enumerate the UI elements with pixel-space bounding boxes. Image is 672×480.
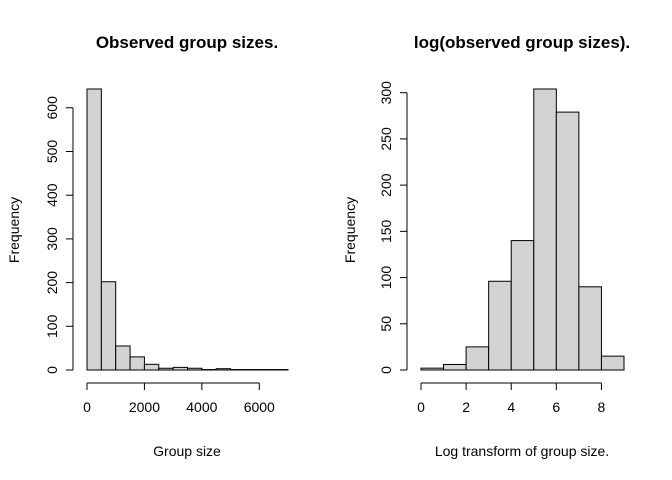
histogram-bar xyxy=(143,363,160,371)
x-tick-label: 0 xyxy=(83,399,91,415)
x-tick-label: 4 xyxy=(507,399,515,415)
histogram-bar xyxy=(215,368,232,371)
y-axis-label: Frequency xyxy=(342,197,358,263)
x-tick-label: 8 xyxy=(598,399,606,415)
histogram-bar xyxy=(578,286,602,371)
histogram-bar xyxy=(488,280,512,371)
x-tick-label: 2000 xyxy=(129,399,160,415)
y-tick-label: 0 xyxy=(378,366,394,374)
histogram-bar xyxy=(100,281,117,371)
histogram-bar xyxy=(600,355,625,371)
y-tick-label: 300 xyxy=(378,81,394,105)
y-tick-label: 600 xyxy=(44,96,60,120)
y-tick-label: 100 xyxy=(378,266,394,290)
chart-title: Observed group sizes. xyxy=(96,33,278,52)
y-tick-label: 0 xyxy=(44,366,60,374)
y-tick-label: 50 xyxy=(378,316,394,332)
histogram-bar xyxy=(158,367,174,371)
y-tick-label: 400 xyxy=(44,183,60,207)
x-axis-label: Group size xyxy=(153,443,221,459)
x-tick-label: 6000 xyxy=(244,399,275,415)
chart-title: log(observed group sizes). xyxy=(414,33,630,52)
y-tick-label: 150 xyxy=(378,219,394,243)
y-tick-label: 200 xyxy=(378,173,394,197)
y-tick-label: 500 xyxy=(44,140,60,164)
histogram-bar xyxy=(465,346,490,371)
x-tick-label: 4000 xyxy=(186,399,217,415)
panel-log-group-sizes: log(observed group sizes). Log transform… xyxy=(342,33,630,459)
y-tick-label: 250 xyxy=(378,127,394,151)
histogram-bar xyxy=(172,366,188,371)
histogram-bar xyxy=(443,363,467,371)
x-tick-label: 6 xyxy=(552,399,560,415)
panel-observed-group-sizes: Observed group sizes. Group size Frequen… xyxy=(6,33,289,459)
x-axis-label: Log transform of group size. xyxy=(435,443,609,459)
y-tick-label: 300 xyxy=(44,227,60,251)
histogram-bar xyxy=(129,356,145,371)
histogram-bar xyxy=(555,111,580,371)
histogram-bar xyxy=(86,88,102,371)
y-tick-label: 200 xyxy=(44,271,60,295)
x-tick-label: 2 xyxy=(462,399,470,415)
x-tick-label: 0 xyxy=(417,399,425,415)
y-axis-label: Frequency xyxy=(6,197,22,263)
histogram-bar xyxy=(533,88,557,371)
histogram-bar xyxy=(420,367,445,371)
histogram-bar xyxy=(115,345,131,371)
histogram-bar xyxy=(510,240,535,371)
histogram-bar xyxy=(187,367,203,371)
y-tick-label: 100 xyxy=(44,314,60,338)
